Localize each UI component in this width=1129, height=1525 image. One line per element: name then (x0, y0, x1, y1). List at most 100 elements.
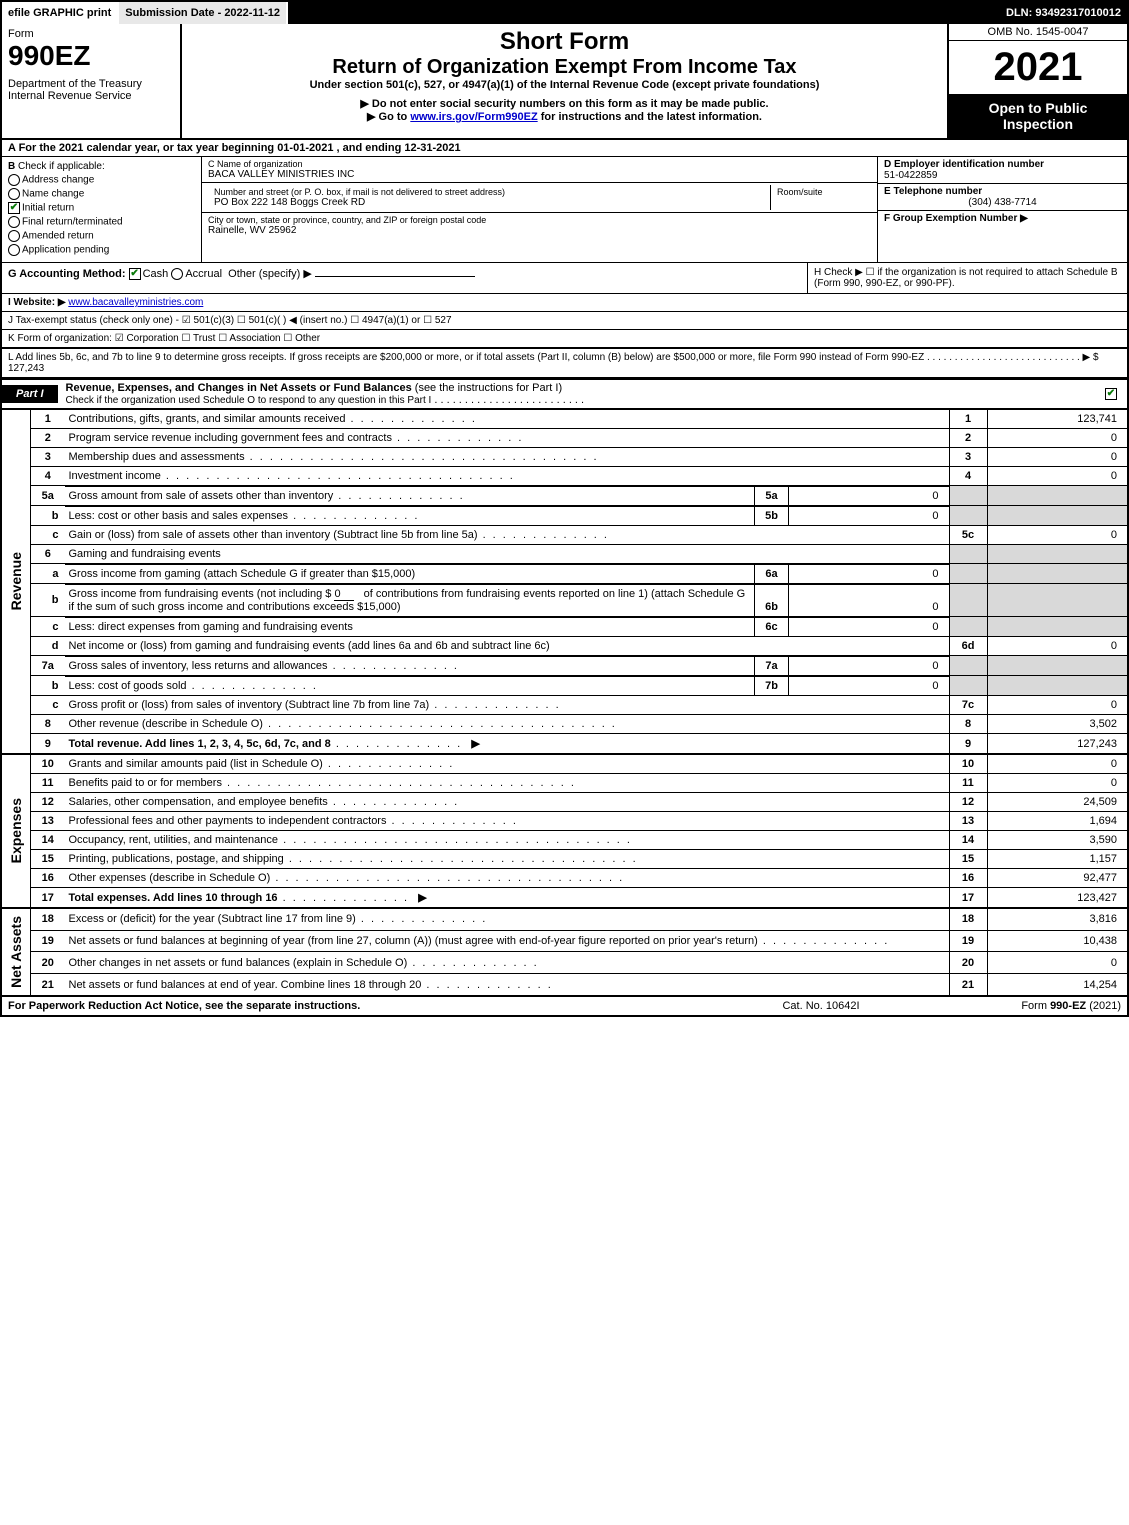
f-header: F Group Exemption Number (884, 213, 1017, 224)
line-4: 4Investment income40 (2, 467, 1127, 486)
city-state-zip: Rainelle, WV 25962 (208, 225, 871, 236)
footer-center: Cat. No. 10642I (721, 1000, 921, 1012)
accrual-label: Accrual (185, 268, 222, 280)
footer-right: Form 990-EZ (2021) (921, 1000, 1121, 1012)
part-i-checkbox[interactable] (1105, 388, 1127, 400)
line-5a: 5a Gross amount from sale of assets othe… (2, 486, 1127, 506)
b-header: B (8, 161, 15, 172)
expenses-sidebar: Expenses (2, 754, 31, 908)
dln: DLN: 93492317010012 (1000, 2, 1127, 24)
col-def: D Employer identification number 51-0422… (877, 157, 1127, 262)
phone-value: (304) 438-7714 (884, 197, 1121, 208)
irs-link[interactable]: www.irs.gov/Form990EZ (410, 111, 537, 123)
cb-application-pending[interactable]: Application pending (8, 244, 195, 256)
line-3: 3Membership dues and assessments30 (2, 448, 1127, 467)
cash-label: Cash (143, 268, 169, 280)
row-a-tax-year: A For the 2021 calendar year, or tax yea… (2, 140, 1127, 157)
efile-print[interactable]: efile GRAPHIC print (2, 2, 119, 24)
website-link[interactable]: www.bacavalleyministries.com (68, 297, 203, 308)
e-header: E Telephone number (884, 186, 1121, 197)
org-name-row: C Name of organization BACA VALLEY MINIS… (202, 157, 877, 183)
form-label: Form (8, 28, 174, 40)
line-6: 6Gaming and fundraising events (2, 545, 1127, 564)
form-header: Form 990EZ Department of the Treasury In… (2, 24, 1127, 140)
ein-value: 51-0422859 (884, 170, 1121, 181)
d-header: D Employer identification number (884, 159, 1121, 170)
street-address: PO Box 222 148 Boggs Creek RD (214, 197, 764, 208)
line-13: 13Professional fees and other payments t… (2, 812, 1127, 831)
i-label: I Website: ▶ (8, 297, 66, 308)
cb-accrual[interactable] (171, 268, 183, 280)
city-row: City or town, state or province, country… (202, 213, 877, 262)
org-name: BACA VALLEY MINISTRIES INC (208, 169, 871, 180)
return-title: Return of Organization Exempt From Incom… (188, 56, 941, 79)
addr-header: Number and street (or P. O. box, if mail… (214, 187, 764, 197)
line-6b: b Gross income from fundraising events (… (2, 584, 1127, 617)
line-6d: dNet income or (loss) from gaming and fu… (2, 637, 1127, 656)
footer-left: For Paperwork Reduction Act Notice, see … (8, 1000, 721, 1012)
line-14: 14Occupancy, rent, utilities, and mainte… (2, 831, 1127, 850)
line-6c: c Less: direct expenses from gaming and … (2, 617, 1127, 637)
part-i-tab: Part I (2, 385, 58, 403)
line-21: 21Net assets or fund balances at end of … (2, 974, 1127, 995)
part-i-title: Revenue, Expenses, and Changes in Net As… (58, 380, 593, 408)
row-j-tax-exempt: J Tax-exempt status (check only one) - ☑… (2, 312, 1127, 330)
address-row: Number and street (or P. O. box, if mail… (202, 183, 877, 213)
c-header: C Name of organization (208, 159, 871, 169)
cb-name-change[interactable]: Name change (8, 188, 195, 200)
g-label: G Accounting Method: (8, 268, 126, 280)
cb-initial-return[interactable]: Initial return (8, 202, 195, 214)
submission-date: Submission Date - 2022-11-12 (119, 2, 288, 24)
return-subtitle: Under section 501(c), 527, or 4947(a)(1)… (188, 79, 941, 91)
f-arrow: ▶ (1020, 213, 1028, 224)
tax-year: 2021 (949, 41, 1127, 94)
department: Department of the Treasury Internal Reve… (8, 78, 174, 102)
other-specify-line[interactable] (315, 276, 475, 277)
ssn-warning: ▶ Do not enter social security numbers o… (188, 97, 941, 110)
line-7a: 7a Gross sales of inventory, less return… (2, 656, 1127, 676)
e-phone: E Telephone number (304) 438-7714 (878, 184, 1127, 211)
instructions-line: ▶ Go to www.irs.gov/Form990EZ for instru… (188, 110, 941, 123)
line-7b: b Less: cost of goods sold 7b 0 (2, 676, 1127, 696)
cb-final-return[interactable]: Final return/terminated (8, 216, 195, 228)
line-10: Expenses 10Grants and similar amounts pa… (2, 754, 1127, 774)
top-bar: efile GRAPHIC print Submission Date - 20… (2, 2, 1127, 24)
line-6a: a Gross income from gaming (attach Sched… (2, 564, 1127, 584)
short-form-title: Short Form (188, 28, 941, 56)
header-center: Short Form Return of Organization Exempt… (182, 24, 947, 138)
cb-amended-return[interactable]: Amended return (8, 230, 195, 242)
part-i-header: Part I Revenue, Expenses, and Changes in… (2, 378, 1127, 409)
row-g-h: G Accounting Method: Cash Accrual Other … (2, 263, 1127, 294)
line-16: 16Other expenses (describe in Schedule O… (2, 869, 1127, 888)
page-footer: For Paperwork Reduction Act Notice, see … (2, 995, 1127, 1015)
topbar-spacer (288, 2, 1000, 24)
line-8: 8Other revenue (describe in Schedule O)8… (2, 715, 1127, 734)
open-to-public: Open to Public Inspection (949, 94, 1127, 138)
form-990ez-page: efile GRAPHIC print Submission Date - 20… (0, 0, 1129, 1017)
h-schedule-b: H Check ▶ ☐ if the organization is not r… (807, 263, 1127, 293)
f-group-exemption: F Group Exemption Number ▶ (878, 211, 1127, 262)
col-c-org-info: C Name of organization BACA VALLEY MINIS… (202, 157, 877, 262)
d-ein: D Employer identification number 51-0422… (878, 157, 1127, 184)
row-l-gross-receipts: L Add lines 5b, 6c, and 7b to line 9 to … (2, 349, 1127, 378)
l-value: 127,243 (8, 363, 44, 374)
col-b-checkboxes: B Check if applicable: Address change Na… (2, 157, 202, 262)
line-5c: cGain or (loss) from sale of assets othe… (2, 526, 1127, 545)
line-9: 9Total revenue. Add lines 1, 2, 3, 4, 5c… (2, 734, 1127, 755)
goto-post: for instructions and the latest informat… (538, 111, 762, 123)
form-number: 990EZ (8, 40, 174, 72)
cb-cash[interactable] (129, 268, 141, 280)
goto-pre: ▶ Go to (367, 111, 410, 123)
revenue-sidebar: Revenue (2, 410, 31, 755)
line-11: 11Benefits paid to or for members110 (2, 774, 1127, 793)
line-17: 17Total expenses. Add lines 10 through 1… (2, 888, 1127, 909)
line-1: Revenue 1Contributions, gifts, grants, a… (2, 410, 1127, 429)
room-header: Room/suite (777, 187, 865, 197)
header-left: Form 990EZ Department of the Treasury In… (2, 24, 182, 138)
other-label: Other (specify) ▶ (228, 268, 312, 280)
header-right: OMB No. 1545-0047 2021 Open to Public In… (947, 24, 1127, 138)
section-b-through-f: B Check if applicable: Address change Na… (2, 157, 1127, 263)
line-5b: b Less: cost or other basis and sales ex… (2, 506, 1127, 526)
cb-address-change[interactable]: Address change (8, 174, 195, 186)
line-15: 15Printing, publications, postage, and s… (2, 850, 1127, 869)
